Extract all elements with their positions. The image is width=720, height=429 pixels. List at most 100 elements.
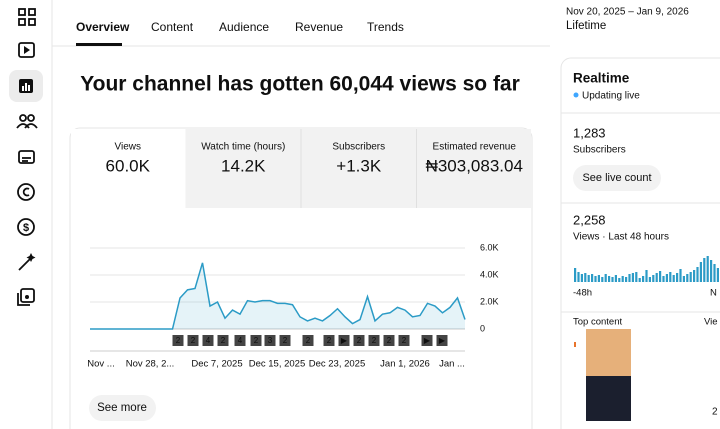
tab[interactable]: Revenue (295, 20, 343, 34)
video-marker[interactable] (172, 335, 184, 346)
bars-start-label: -48h (573, 288, 592, 299)
realtime-bar (679, 269, 682, 282)
realtime-bar (594, 276, 597, 282)
video-marker[interactable] (202, 335, 214, 346)
tab[interactable]: Audience (219, 20, 269, 34)
realtime-bar (662, 276, 665, 282)
copyright-icon[interactable] (17, 183, 35, 201)
video-marker[interactable] (264, 335, 276, 346)
see-more-button[interactable] (89, 395, 156, 421)
live-dot (573, 92, 579, 98)
rank-value: 2 (712, 407, 718, 418)
period: Lifetime (566, 20, 606, 32)
dashboard-icon[interactable] (18, 8, 36, 26)
views-label: Views · Last 48 hours (573, 232, 669, 243)
y-tick-label: 4.0K (480, 269, 499, 279)
metric-label: Watch time (hours) (201, 142, 285, 153)
tab[interactable]: Overview (76, 20, 130, 34)
video-marker[interactable] (323, 335, 335, 346)
thumbnail[interactable] (586, 329, 631, 376)
realtime-bar (686, 274, 689, 282)
views-column-label: Vie (704, 317, 718, 328)
video-marker[interactable] (383, 335, 395, 346)
analytics-icon[interactable] (19, 79, 33, 93)
x-tick-label: Nov 28, 2... (126, 359, 175, 370)
realtime-bar (665, 274, 668, 282)
video-marker[interactable] (302, 335, 314, 346)
realtime-bar (628, 274, 631, 282)
metric-value: 14.2K (221, 156, 266, 175)
realtime-bar (625, 277, 628, 282)
video-marker[interactable] (250, 335, 262, 346)
video-marker-label: 2 (254, 336, 259, 345)
x-tick-label: Dec 23, 2025 (309, 359, 366, 370)
video-marker[interactable] (187, 335, 199, 346)
top-content-label: Top content (573, 317, 622, 328)
see-more-label: See more (97, 402, 147, 414)
metric-tab-bg[interactable] (301, 129, 417, 208)
audio-icon[interactable] (17, 288, 35, 306)
realtime-bar (645, 270, 648, 282)
video-marker-label: 2 (283, 336, 288, 345)
video-marker[interactable] (353, 335, 365, 346)
tab[interactable]: Trends (367, 20, 404, 34)
x-tick-label: Dec 15, 2025 (249, 359, 306, 370)
video-marker-label: 2 (306, 336, 311, 345)
realtime-bar (574, 268, 577, 282)
community-icon[interactable] (16, 114, 38, 129)
realtime-bar (716, 268, 719, 282)
video-marker[interactable] (338, 335, 350, 346)
realtime-bar (608, 276, 611, 282)
metric-tab-bg[interactable] (185, 129, 302, 208)
metric-label: Views (115, 142, 142, 153)
video-marker-label: 4 (206, 336, 211, 345)
video-marker-label: 2 (357, 336, 362, 345)
realtime-bar (652, 275, 655, 282)
x-tick-label: Dec 7, 2025 (191, 359, 242, 370)
realtime-bar (672, 275, 675, 282)
video-marker[interactable] (279, 335, 291, 346)
realtime-bar (659, 271, 662, 282)
video-marker-label: 2 (327, 336, 332, 345)
realtime-status: Updating live (582, 91, 640, 102)
realtime-bar (703, 258, 706, 282)
realtime-bar (597, 275, 600, 282)
subtitles-icon[interactable] (18, 150, 35, 164)
metric-value: +1.3K (336, 156, 382, 175)
realtime-bar (676, 273, 679, 282)
realtime-bar (642, 276, 645, 282)
customization-icon[interactable] (18, 253, 36, 271)
video-marker[interactable] (368, 335, 380, 346)
line (90, 262, 466, 330)
subscriber-count: 1,283 (573, 125, 606, 140)
video-marker[interactable] (398, 335, 410, 346)
rank-mark (574, 342, 576, 347)
y-tick-label: 6.0K (480, 242, 499, 252)
x-tick-label: Nov ... (87, 359, 114, 370)
video-marker[interactable] (234, 335, 246, 346)
realtime-bar (611, 277, 614, 282)
realtime-bar (706, 256, 709, 282)
realtime-bar (584, 273, 587, 282)
video-marker-label: 2 (372, 336, 377, 345)
metric-tab-bg[interactable] (71, 129, 186, 208)
live-count-button[interactable] (573, 165, 661, 191)
views-count: 2,258 (573, 212, 606, 227)
metric-label: Estimated revenue (433, 142, 517, 153)
video-marker[interactable] (217, 335, 229, 346)
metric-value: ₦303,083.04 (426, 156, 523, 175)
tab[interactable]: Content (151, 20, 194, 34)
video-marker[interactable] (436, 335, 448, 346)
area (90, 262, 465, 329)
thumbnail[interactable] (586, 376, 631, 421)
metric-tab-bg[interactable] (416, 129, 532, 208)
y-tick-label: 2.0K (480, 296, 499, 306)
video-marker[interactable] (421, 335, 433, 346)
realtime-bar (621, 276, 624, 282)
earn-icon[interactable]: $ (17, 218, 35, 236)
realtime-bar (699, 262, 702, 282)
realtime-bar (604, 274, 607, 282)
content-icon[interactable] (18, 42, 35, 58)
